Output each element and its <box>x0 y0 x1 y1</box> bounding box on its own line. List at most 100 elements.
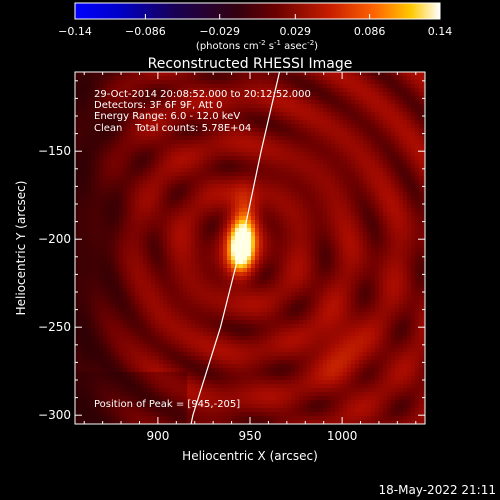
heatmap-cell <box>247 124 252 129</box>
heatmap-cell <box>255 240 260 245</box>
heatmap-cell <box>223 396 228 401</box>
heatmap-cell <box>183 136 188 141</box>
heatmap-cell <box>163 384 168 389</box>
heatmap-cell <box>243 108 248 113</box>
heatmap-cell <box>155 184 160 189</box>
heatmap-cell <box>183 288 188 293</box>
heatmap-cell <box>99 380 104 385</box>
heatmap-cell <box>171 304 176 309</box>
heatmap-cell <box>255 392 260 397</box>
heatmap-cell <box>227 272 232 277</box>
heatmap-cell <box>251 88 256 93</box>
heatmap-cell <box>287 376 292 381</box>
heatmap-cell <box>167 216 172 221</box>
heatmap-cell <box>299 96 304 101</box>
heatmap-cell <box>171 372 176 377</box>
heatmap-cell <box>107 124 112 129</box>
heatmap-cell <box>151 288 156 293</box>
heatmap-cell <box>167 212 172 217</box>
heatmap-cell <box>223 336 228 341</box>
heatmap-cell <box>207 392 212 397</box>
heatmap-cell <box>183 112 188 117</box>
heatmap-cell <box>283 360 288 365</box>
heatmap-cell <box>131 244 136 249</box>
heatmap-cell <box>131 96 136 101</box>
heatmap-cell <box>263 268 268 273</box>
heatmap-cell <box>239 336 244 341</box>
heatmap-cell <box>295 356 300 361</box>
heatmap-cell <box>119 140 124 145</box>
heatmap-cell <box>207 108 212 113</box>
heatmap-cell <box>295 112 300 117</box>
heatmap-cell <box>135 368 140 373</box>
heatmap-cell <box>183 272 188 277</box>
heatmap-cell <box>275 72 280 77</box>
heatmap-cell <box>151 96 156 101</box>
heatmap-cell <box>179 152 184 157</box>
heatmap-cell <box>207 120 212 125</box>
heatmap-cell <box>115 212 120 217</box>
heatmap-cell <box>123 140 128 145</box>
heatmap-cell <box>179 292 184 297</box>
heatmap-cell <box>275 260 280 265</box>
heatmap-cell <box>267 220 272 225</box>
heatmap-cell <box>115 344 120 349</box>
heatmap-cell <box>191 148 196 153</box>
heatmap-cell <box>179 248 184 253</box>
heatmap-cell <box>187 304 192 309</box>
heatmap-cell <box>131 348 136 353</box>
heatmap-cell <box>299 164 304 169</box>
heatmap-cell <box>143 344 148 349</box>
heatmap-cell <box>91 124 96 129</box>
heatmap-cell <box>155 336 160 341</box>
heatmap-cell <box>151 144 156 149</box>
heatmap-cell <box>103 364 108 369</box>
heatmap-cell <box>131 372 136 377</box>
heatmap-cell <box>75 316 80 321</box>
heatmap-cell <box>207 112 212 117</box>
heatmap-cell <box>99 320 104 325</box>
heatmap-cell <box>263 264 268 269</box>
heatmap-cell <box>271 176 276 181</box>
heatmap-cell <box>115 168 120 173</box>
heatmap-cell <box>259 388 264 393</box>
heatmap-cell <box>135 208 140 213</box>
heatmap-cell <box>243 404 248 409</box>
heatmap-cell <box>239 248 244 253</box>
heatmap-cell <box>203 160 208 165</box>
heatmap-cell <box>91 284 96 289</box>
heatmap-cell <box>255 232 260 237</box>
heatmap-cell <box>163 280 168 285</box>
heatmap-cell <box>195 324 200 329</box>
heatmap-cell <box>267 312 272 317</box>
heatmap-cell <box>103 84 108 89</box>
heatmap-cell <box>247 272 252 277</box>
heatmap-cell <box>91 132 96 137</box>
heatmap-cell <box>79 72 84 77</box>
heatmap-cell <box>175 220 180 225</box>
heatmap-cell <box>215 280 220 285</box>
heatmap-cell <box>235 108 240 113</box>
heatmap-cell <box>199 212 204 217</box>
heatmap-cell <box>215 240 220 245</box>
heatmap-cell <box>279 320 284 325</box>
heatmap-cell <box>279 244 284 249</box>
heatmap-cell <box>159 388 164 393</box>
heatmap-cell <box>279 236 284 241</box>
heatmap-cell <box>87 256 92 261</box>
heatmap-cell <box>287 236 292 241</box>
heatmap-cell <box>123 232 128 237</box>
heatmap-cell <box>83 92 88 97</box>
heatmap-cell <box>267 100 272 105</box>
heatmap-cell <box>279 216 284 221</box>
heatmap-cell <box>111 212 116 217</box>
heatmap-cell <box>267 128 272 133</box>
heatmap-cell <box>251 96 256 101</box>
heatmap-cell <box>135 332 140 337</box>
heatmap-cell <box>291 100 296 105</box>
heatmap-cell <box>127 256 132 261</box>
heatmap-cell <box>115 124 120 129</box>
heatmap-cell <box>95 76 100 81</box>
heatmap-cell <box>103 168 108 173</box>
heatmap-cell <box>267 92 272 97</box>
